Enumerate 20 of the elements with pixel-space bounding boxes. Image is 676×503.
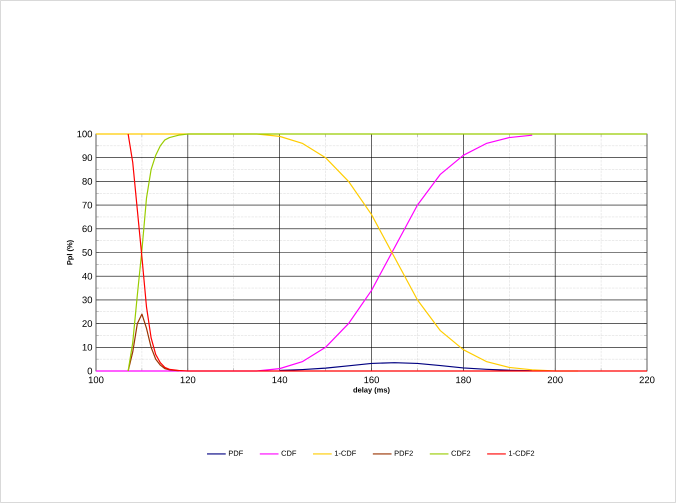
y-tick-label: 100: [77, 130, 92, 138]
x-tick-label: 200: [548, 376, 563, 384]
y-tick-label: 60: [82, 225, 92, 232]
x-tick-label: 180: [456, 376, 471, 384]
y-tick-label: 30: [82, 296, 92, 304]
x-tick-label: 120: [180, 376, 196, 384]
y-tick-label: 50: [82, 249, 92, 256]
y-tick-label: 0: [88, 368, 92, 374]
x-tick-label: 140: [272, 376, 288, 384]
y-tick-label: 90: [82, 154, 92, 162]
y-tick-label: 70: [82, 202, 92, 208]
line-series: [279, 362, 533, 372]
y-tick-label: 40: [82, 272, 92, 280]
x-tick-label: 160: [364, 376, 380, 384]
y-tick-label: 10: [82, 344, 92, 351]
y-tick-label: 80: [82, 178, 92, 185]
x-tick-label: 220: [640, 376, 655, 384]
x-tick-label: 100: [88, 376, 104, 384]
line-series: [128, 314, 180, 372]
y-tick-label: 20: [82, 320, 92, 327]
